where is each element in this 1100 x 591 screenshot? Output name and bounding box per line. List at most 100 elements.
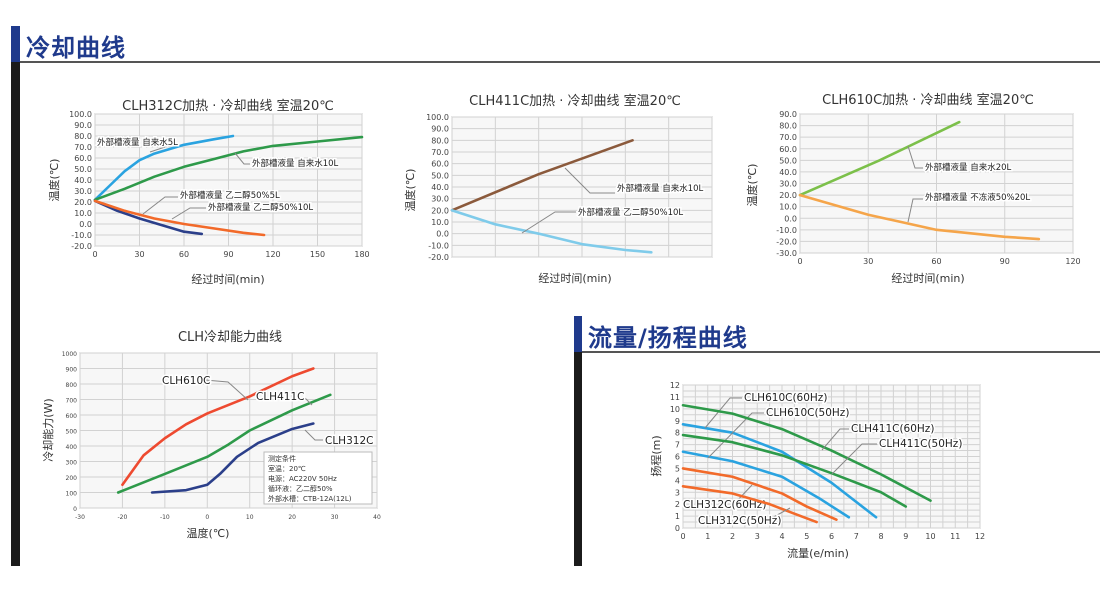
- y-tick-label: 20.0: [431, 206, 449, 215]
- x-tick-label: 6: [829, 532, 834, 541]
- section-title-flow-head: 流量/扬程曲线: [588, 324, 748, 352]
- y-tick-label: 40.0: [431, 183, 449, 192]
- x-tick-label: 90: [223, 250, 233, 259]
- series-label: CLH610C(60Hz): [744, 392, 827, 404]
- leader-line: [734, 484, 753, 504]
- section-divider: [582, 351, 1100, 353]
- x-tick-label: 120: [265, 250, 280, 259]
- leader-line: [234, 152, 250, 165]
- x-tick-label: 0: [92, 250, 97, 259]
- y-axis-label: 温度(℃): [47, 159, 61, 202]
- condition-line: 测定条件: [268, 454, 296, 463]
- y-tick-label: 700: [66, 398, 78, 405]
- y-tick-label: -30.0: [776, 249, 797, 258]
- y-tick-label: 11: [670, 393, 680, 402]
- x-tick-label: 8: [878, 532, 883, 541]
- series-label: CLH411C(50Hz): [879, 438, 962, 450]
- x-tick-label: 1: [705, 532, 710, 541]
- y-tick-label: 20.0: [779, 191, 797, 200]
- leader-line: [564, 167, 615, 194]
- y-tick-label: 60.0: [74, 154, 92, 163]
- leader-line: [304, 397, 313, 406]
- series-label: CLH610C(50Hz): [766, 407, 849, 419]
- series-line: [93, 134, 235, 202]
- section-side-bar: [11, 62, 20, 566]
- series-label: CLH312C: [325, 435, 373, 447]
- leader-line: [707, 412, 764, 459]
- y-tick-label: 30.0: [431, 195, 449, 204]
- series-line: [681, 467, 838, 521]
- y-tick-label: 0.0: [784, 214, 797, 223]
- leader-line: [521, 211, 576, 234]
- y-tick-label: -10.0: [428, 241, 449, 250]
- y-tick-label: 0: [73, 506, 77, 513]
- series-label: CLH411C: [256, 391, 304, 403]
- y-tick-label: 60.0: [431, 160, 449, 169]
- y-tick-label: 5: [675, 464, 680, 473]
- series-label: CLH610C: [162, 375, 210, 387]
- x-axis-label: 经过时间(min): [538, 272, 611, 285]
- leader-line: [704, 397, 742, 429]
- y-tick-label: 3: [675, 488, 680, 497]
- x-tick-label: 40: [373, 514, 381, 521]
- y-tick-label: 600: [66, 413, 78, 420]
- condition-line: 循环液：乙二醇50%: [268, 484, 333, 493]
- leader-line: [149, 146, 166, 153]
- series-label: CLH312C(60Hz): [683, 499, 766, 511]
- y-tick-label: 0.0: [436, 230, 449, 239]
- series-line: [798, 120, 961, 197]
- series-line: [681, 403, 932, 502]
- x-tick-label: 0: [797, 257, 802, 266]
- x-tick-label: 30: [863, 257, 873, 266]
- chart-2: -20.0 -10.0 0.0 10.0 20.0 30.0 40.0 50.0 60.0 70.…: [403, 93, 713, 285]
- leader-line: [304, 429, 323, 441]
- x-axis-label: 温度(℃): [187, 526, 230, 540]
- condition-line: 电源：AC220V 50Hz: [268, 474, 337, 483]
- chart-3: -30.0 -20.0 -10.0 0.0 10.0 20.0 30.0 40.0 50.0 60…: [745, 92, 1081, 285]
- y-tick-label: -10.0: [776, 226, 797, 235]
- y-tick-label: 90.0: [779, 110, 797, 119]
- series-label: CLH312C(50Hz): [698, 515, 781, 527]
- y-tick-label: 12: [670, 381, 680, 390]
- leader-line: [142, 196, 178, 215]
- x-tick-label: -10: [160, 514, 170, 521]
- x-tick-label: 180: [354, 250, 369, 259]
- series-line: [121, 367, 315, 487]
- y-tick-label: 2: [675, 500, 680, 509]
- y-tick-label: 70.0: [431, 148, 449, 157]
- y-axis-label: 温度(℃): [403, 169, 417, 212]
- x-tick-label: 10: [246, 514, 254, 521]
- y-tick-label: 9: [675, 417, 680, 426]
- y-tick-label: 10.0: [74, 209, 92, 218]
- section-side-bar: [574, 352, 582, 566]
- series-label: 外部槽液量 乙二醇50%10L: [578, 207, 683, 218]
- y-tick-label: 80.0: [431, 136, 449, 145]
- series-label: 外部槽液量 自来水5L: [97, 137, 178, 148]
- y-tick-label: 80.0: [779, 122, 797, 131]
- y-tick-label: -20.0: [71, 242, 92, 251]
- y-axis-label: 扬程(m): [649, 435, 663, 476]
- x-tick-label: 0: [205, 514, 209, 521]
- x-axis-label: 经过时间(min): [191, 273, 264, 286]
- x-axis-label: 流量(e/min): [787, 546, 849, 560]
- y-tick-label: 1000: [62, 351, 77, 358]
- y-tick-label: 4: [675, 476, 680, 485]
- series-line: [150, 422, 315, 494]
- x-tick-label: 0: [680, 532, 685, 541]
- condition-line: 室温：20℃: [268, 464, 306, 473]
- y-tick-label: 7: [675, 441, 680, 450]
- leader-line: [767, 507, 791, 521]
- y-tick-label: 20.0: [74, 198, 92, 207]
- series-label: 外部槽液量 自来水10L: [617, 183, 704, 194]
- y-tick-label: 40.0: [74, 176, 92, 185]
- x-tick-label: 4: [779, 532, 784, 541]
- y-axis-label: 冷却能力(W): [41, 398, 55, 461]
- chart-1: -20.0 -10.0 0.0 10.0 20.0 30.0 40.0 50.0 60.0 70.…: [47, 98, 370, 286]
- section-accent-bar: [11, 26, 20, 62]
- y-tick-label: 500: [66, 429, 78, 436]
- chart-title: CLH312C加热 · 冷却曲线 室温20℃: [122, 98, 334, 114]
- y-tick-label: 100.0: [69, 110, 92, 119]
- series-label: 外部槽液量 自来水20L: [925, 162, 1012, 173]
